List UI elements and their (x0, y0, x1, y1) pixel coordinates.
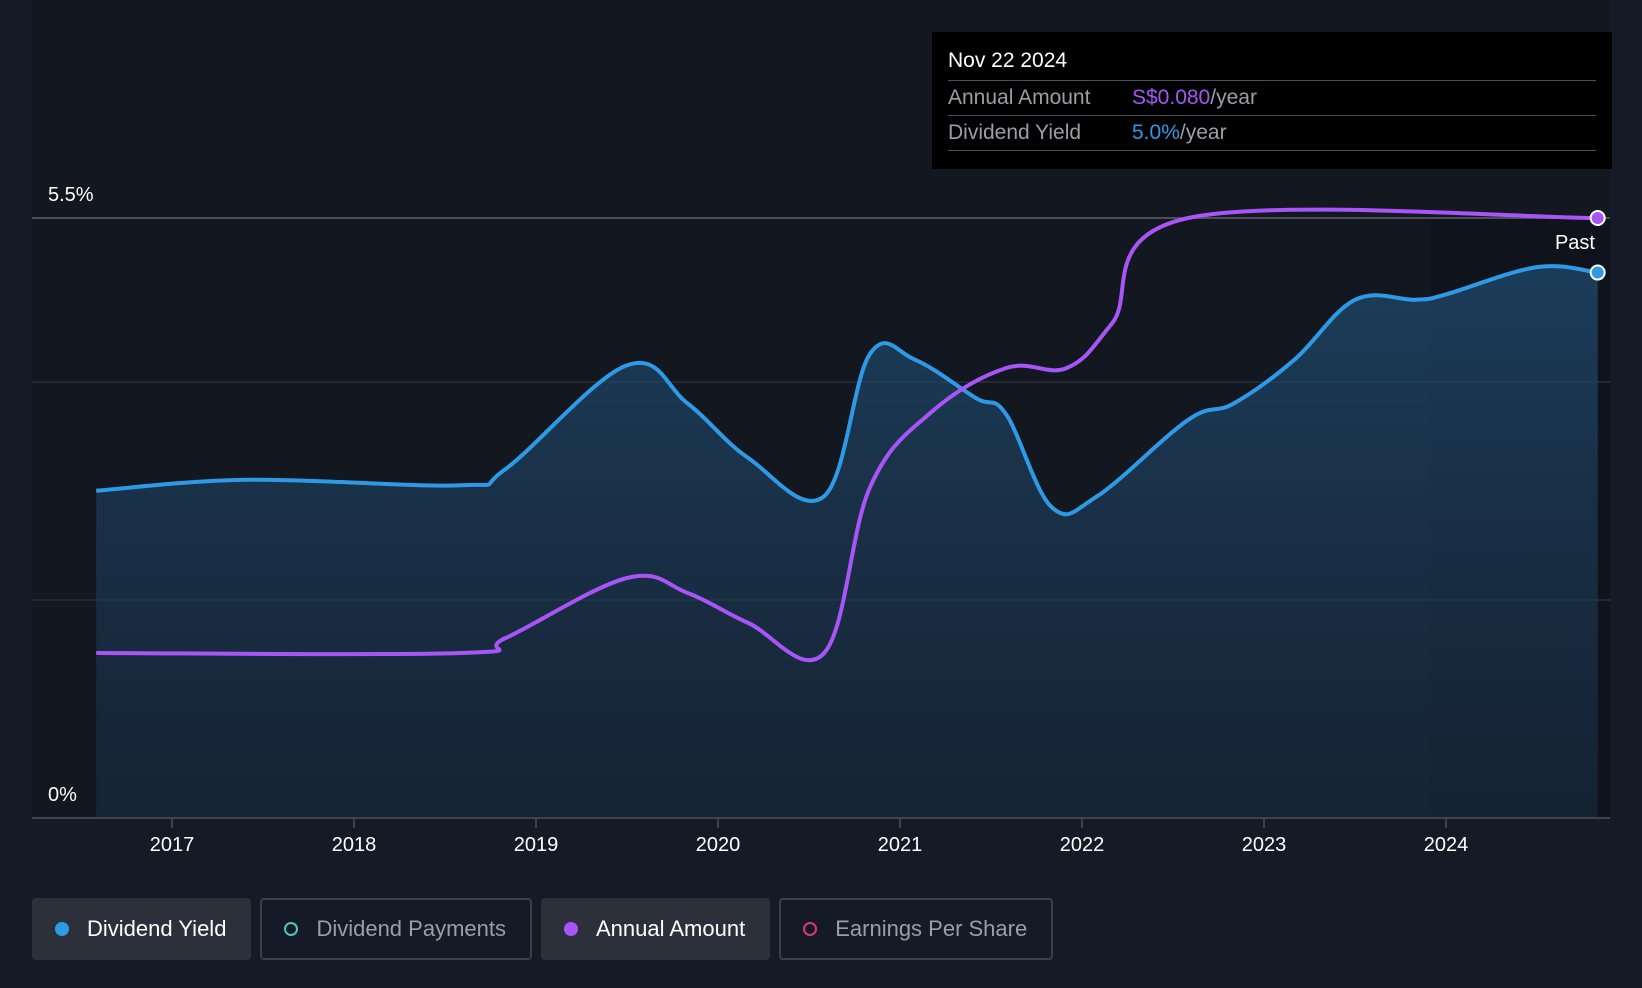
tooltip-value: 5.0% (1132, 121, 1180, 144)
annual-amount-line (96, 207, 1598, 663)
tooltip-value: S$0.080 (1132, 86, 1211, 109)
legend-dot-icon (55, 922, 69, 936)
past-label: Past (1555, 232, 1595, 254)
x-tick-label: 2019 (514, 834, 559, 856)
tooltip-row-annual-amount: Annual Amount S$0.080 /year (948, 81, 1596, 116)
tooltip-unit: /year (1210, 86, 1257, 109)
tooltip-date: Nov 22 2024 (948, 46, 1596, 81)
tooltip-label: Dividend Yield (948, 121, 1082, 144)
annual-amount-end-marker (1589, 210, 1606, 226)
dividend-yield-line (96, 264, 1598, 517)
legend-annual-amount-button[interactable]: Annual Amount (540, 898, 771, 960)
legend-earnings-per-share-button[interactable]: Earnings Per Share (779, 898, 1054, 960)
legend-label: Dividend Yield (87, 916, 227, 941)
y-label-max: 5.5% (48, 184, 94, 206)
x-tick-label: 2024 (1424, 834, 1469, 856)
x-tick-label: 2023 (1242, 834, 1287, 856)
x-tick-label: 2022 (1060, 834, 1105, 856)
x-tick-label: 2020 (696, 834, 741, 856)
legend-dividend-payments-button[interactable]: Dividend Payments (260, 898, 532, 960)
x-tick-label: 2021 (878, 834, 923, 856)
legend-dividend-yield-button[interactable]: Dividend Yield (32, 898, 252, 960)
legend-dot-icon (563, 922, 578, 936)
tooltip-unit: /year (1179, 121, 1227, 144)
legend-label: Dividend Payments (316, 916, 506, 941)
x-tick-label: 2018 (332, 834, 377, 856)
legend-label: Earnings Per Share (835, 916, 1028, 941)
tooltip-row-dividend-yield: Dividend Yield 5.0% /year (948, 116, 1596, 151)
legend-ring-icon (803, 922, 818, 936)
dividend-yield-end-marker (1589, 264, 1606, 281)
tooltip-label: Annual Amount (948, 86, 1091, 109)
x-axis-ticks: 2017 2018 2019 2020 2021 2022 2023 2024 (150, 818, 1469, 856)
x-tick-label: 2017 (150, 834, 195, 856)
legend: Dividend Yield Dividend Payments Annual … (32, 898, 1054, 960)
dividend-yield-area (96, 266, 1598, 818)
legend-label: Annual Amount (595, 916, 746, 941)
legend-ring-icon (284, 922, 299, 936)
tooltip: Nov 22 2024 Annual Amount S$0.080 /year … (932, 32, 1612, 169)
y-label-min: 0% (48, 784, 77, 806)
